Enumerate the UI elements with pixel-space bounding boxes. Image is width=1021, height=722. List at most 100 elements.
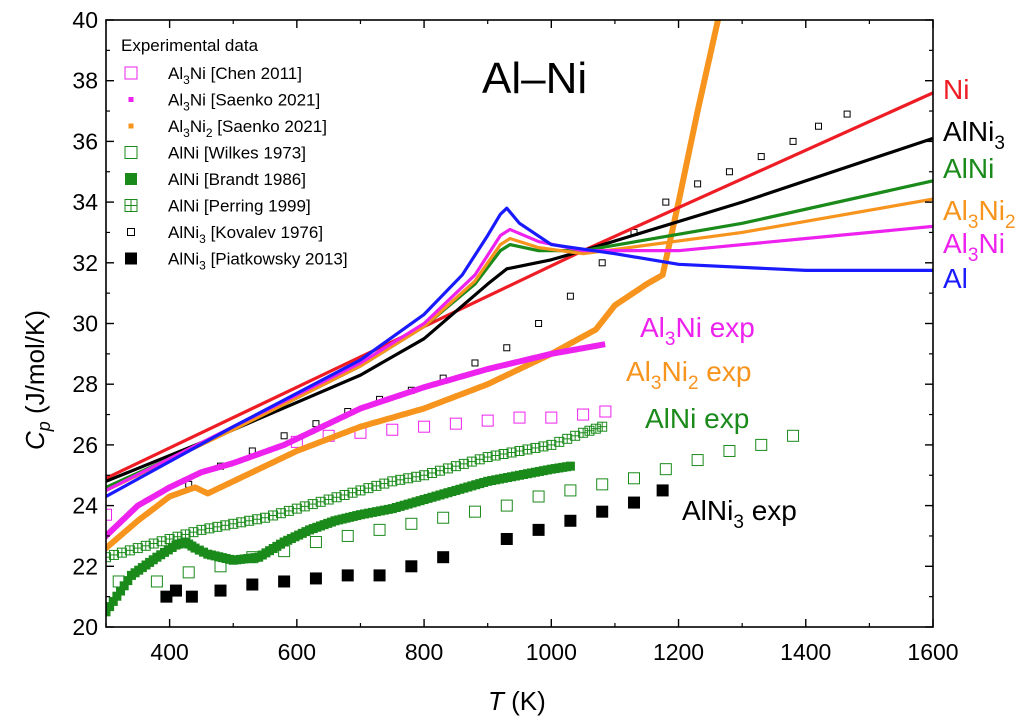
- data-point: [214, 584, 227, 597]
- curve-end-label: Al3Ni2: [943, 195, 1016, 233]
- data-point: [419, 470, 430, 481]
- y-tick-label: 38: [72, 68, 98, 94]
- legend-label-part: 3: [199, 259, 206, 273]
- curve-end-label: AlNi3: [943, 116, 1005, 154]
- annotation-label-part: exp: [699, 356, 752, 387]
- data-point: [471, 359, 479, 367]
- scatter-series: [160, 484, 669, 603]
- y-tick-label: 26: [72, 432, 98, 458]
- data-point: [599, 405, 612, 418]
- data-point: [532, 523, 545, 536]
- data-point: [535, 320, 543, 327]
- data-point: [723, 444, 736, 457]
- legend-marker: [128, 97, 134, 102]
- calc-curve: [106, 136, 933, 483]
- y-tick-label: 32: [72, 250, 98, 276]
- data-point: [468, 505, 481, 518]
- data-point: [106, 607, 111, 617]
- plot-content: [106, 20, 933, 617]
- data-point: [757, 153, 765, 161]
- curve-end-label-part: Ni: [943, 74, 969, 105]
- annotation-label-part: 3: [733, 512, 744, 533]
- legend-label-part: [Saenko 2021]: [213, 117, 327, 136]
- data-point: [123, 576, 133, 586]
- annotation-label-part: 3: [665, 329, 676, 350]
- data-point: [659, 463, 672, 476]
- legend-item: AlNi3 [Kovalev 1976]: [127, 223, 323, 246]
- data-point: [278, 575, 291, 588]
- data-point: [628, 472, 641, 485]
- data-point: [449, 417, 462, 430]
- data-point: [405, 517, 418, 530]
- curve-end-label: Al3Ni: [943, 228, 1005, 266]
- plot-frame: [105, 19, 934, 628]
- plot-data-layer: [106, 20, 933, 617]
- data-point: [437, 511, 450, 524]
- annotation-label: Al3Ni2 exp: [626, 356, 751, 394]
- curve-end-label: Ni: [943, 74, 969, 105]
- legend-label-part: AlNi: [168, 223, 199, 242]
- data-point: [112, 591, 122, 601]
- curve-end-label-part: 3: [994, 133, 1005, 154]
- scatter-series: [112, 429, 800, 588]
- data-point: [481, 414, 494, 427]
- annotation-label: AlNi exp: [645, 403, 749, 434]
- legend-label-part: AlNi: [168, 250, 199, 269]
- curve-end-label-part: Al: [943, 263, 968, 294]
- data-point: [656, 484, 669, 497]
- legend-label-part: 3: [183, 126, 190, 140]
- data-point: [437, 551, 450, 564]
- data-point: [500, 532, 513, 545]
- data-point: [500, 499, 513, 512]
- legend-item: AlNi [Wilkes 1973]: [124, 144, 306, 163]
- legend-marker: [124, 146, 138, 159]
- data-point: [564, 514, 577, 527]
- data-point: [562, 433, 573, 444]
- curve-end-label-part: AlNi: [943, 153, 994, 184]
- exp-series: [106, 461, 575, 617]
- annotation-label-part: 2: [688, 373, 699, 394]
- annotation-label: Al3Ni exp: [640, 312, 755, 350]
- x-axis-label: T (K): [488, 686, 546, 716]
- data-point: [694, 180, 702, 188]
- y-tick-label: 20: [72, 614, 98, 640]
- x-tick-label: 600: [278, 639, 316, 665]
- curve-end-label-part: 3: [968, 245, 979, 266]
- scatter-series: [106, 405, 612, 521]
- y-axis-subscript: p: [34, 421, 54, 432]
- data-line: [106, 20, 722, 553]
- legend-label: AlNi3 [Piatkowsky 2013]: [168, 250, 348, 273]
- curve-end-label-part: 2: [1005, 212, 1016, 233]
- x-tick-label: 400: [150, 639, 188, 665]
- legend-marker: [127, 228, 135, 236]
- data-line: [106, 341, 606, 541]
- data-point: [150, 575, 163, 588]
- legend-item: AlNi [Perring 1999]: [124, 197, 311, 216]
- data-point: [596, 505, 609, 518]
- calc-curve: [106, 91, 933, 480]
- legend-label-part: AlNi [Perring 1999]: [168, 197, 311, 216]
- data-point: [386, 423, 399, 436]
- calc-curve: [106, 224, 933, 492]
- calc-curve: [106, 197, 933, 492]
- y-tick-label: 28: [72, 371, 98, 397]
- annotation-label-part: exp: [744, 495, 797, 526]
- legend-label: AlNi [Perring 1999]: [168, 197, 311, 216]
- y-tick-label: 34: [72, 189, 98, 215]
- data-point: [545, 411, 558, 424]
- exp-series: [106, 421, 608, 563]
- x-tick-label: 1000: [526, 639, 577, 665]
- data-point: [725, 168, 733, 176]
- x-axis-unit: (K): [504, 686, 546, 716]
- legend-label: Al3Ni [Chen 2011]: [168, 64, 302, 87]
- legend-label-part: Ni: [190, 117, 206, 136]
- annotation-label-part: Ni exp: [675, 312, 754, 343]
- y-tick-label: 24: [72, 493, 98, 519]
- annotation-label-part: Al: [640, 312, 665, 343]
- annotation-label-part: 3: [651, 373, 662, 394]
- legend-label-part: [Piatkowsky 2013]: [206, 250, 348, 269]
- chart-title: Al–Ni: [482, 54, 587, 103]
- data-point: [598, 259, 606, 267]
- legend-marker: [124, 199, 138, 212]
- legend-item: Al3Ni [Chen 2011]: [124, 64, 302, 87]
